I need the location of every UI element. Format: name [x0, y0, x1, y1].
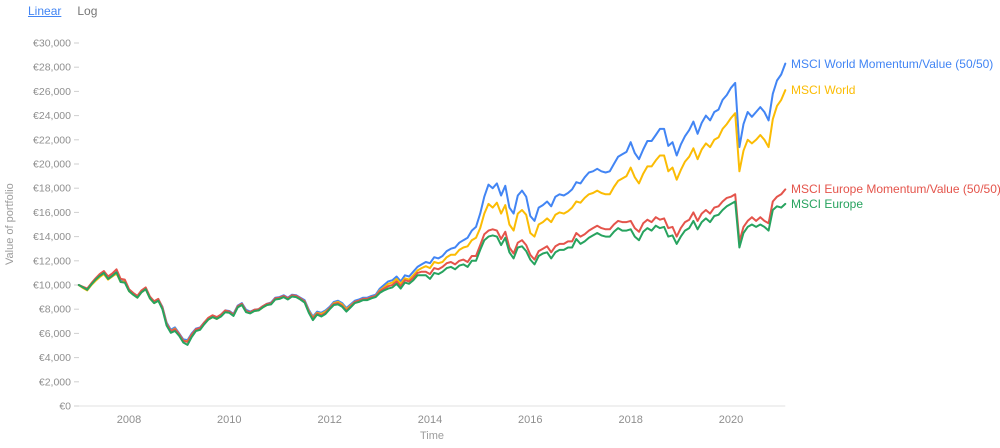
y-tick-label: €14,000 [33, 231, 71, 243]
y-tick-label: €28,000 [33, 62, 71, 74]
x-tick-label: 2012 [317, 414, 341, 426]
x-tick-label: 2008 [117, 414, 141, 426]
y-tick-label: €10,000 [33, 280, 71, 292]
legend-msci-europe-momentum-value-50-50: MSCI Europe Momentum/Value (50/50) [791, 182, 1000, 196]
scale-toggle-group: Linear Log [28, 4, 97, 18]
log-scale-toggle[interactable]: Log [77, 4, 98, 18]
x-tick-label: 2018 [618, 414, 642, 426]
linear-scale-toggle[interactable]: Linear [28, 4, 62, 18]
x-tick-label: 2016 [518, 414, 542, 426]
series-line-msci-world[interactable] [77, 89, 787, 343]
y-tick-label: €18,000 [33, 183, 71, 195]
legend-msci-europe: MSCI Europe [791, 197, 864, 211]
series-line-msci-world-momentum-value-50-50[interactable] [77, 62, 787, 342]
x-axis-title: Time [419, 430, 445, 442]
x-tick-label: 2014 [418, 414, 442, 426]
y-tick-label: €2,000 [39, 376, 71, 388]
y-tick-label: €12,000 [33, 255, 71, 267]
y-tick-label: €0 [59, 401, 71, 413]
y-tick-label: €20,000 [33, 159, 71, 171]
y-tick-label: €16,000 [33, 207, 71, 219]
x-tick-label: 2010 [217, 414, 241, 426]
y-tick-label: €30,000 [33, 38, 71, 50]
y-tick-label: €6,000 [39, 328, 71, 340]
legend-msci-world: MSCI World [791, 83, 856, 97]
y-tick-label: €26,000 [33, 86, 71, 98]
y-tick-label: €24,000 [33, 110, 71, 122]
y-tick-label: €4,000 [39, 352, 71, 364]
x-tick-label: 2020 [719, 414, 743, 426]
legend-msci-world-momentum-value-50-50: MSCI World Momentum/Value (50/50) [791, 57, 994, 71]
y-tick-label: €22,000 [33, 134, 71, 146]
y-tick-label: €8,000 [39, 304, 71, 316]
series-line-msci-europe-momentum-value-50-50[interactable] [77, 188, 787, 343]
series-line-msci-europe[interactable] [77, 200, 787, 346]
